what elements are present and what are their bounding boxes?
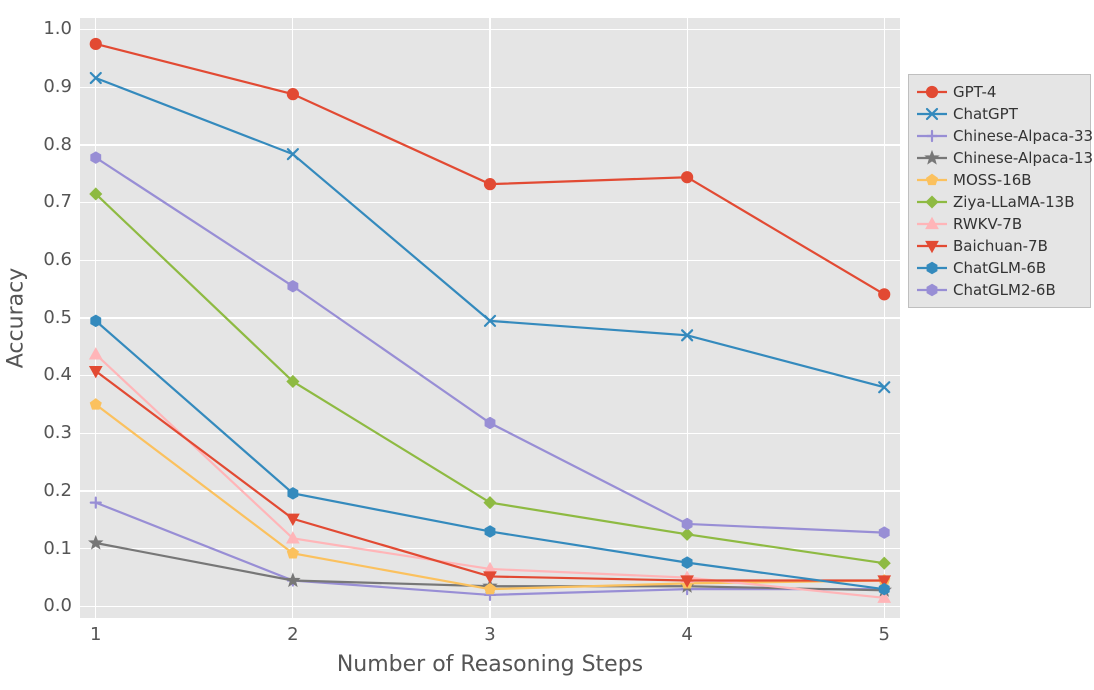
legend-label: ChatGLM2-6B: [953, 281, 1056, 299]
series-marker: [486, 526, 495, 536]
series-marker: [486, 418, 495, 428]
series-marker: [288, 576, 298, 585]
legend-label: ChatGLM-6B: [953, 259, 1046, 277]
legend-entry: ChatGPT: [917, 103, 1086, 125]
legend-swatch: [917, 191, 947, 213]
series-marker: [91, 153, 100, 163]
legend-swatch: [917, 81, 947, 103]
legend-label: RWKV-7B: [953, 215, 1022, 233]
series-line: [96, 158, 884, 533]
x-tick-label: 5: [864, 624, 904, 645]
legend-swatch: [917, 257, 947, 279]
series-marker: [91, 538, 101, 547]
legend-swatch: [917, 213, 947, 235]
legend-label: ChatGPT: [953, 105, 1018, 123]
series-marker: [682, 172, 692, 182]
series-marker: [485, 179, 495, 189]
legend-entry: MOSS-16B: [917, 169, 1086, 191]
legend-label: Baichuan-7B: [953, 237, 1048, 255]
y-tick-label: 0.8: [43, 134, 72, 155]
series-marker: [880, 528, 889, 538]
y-tick-label: 0.1: [43, 538, 72, 559]
legend-entry: GPT-4: [917, 81, 1086, 103]
series-marker: [91, 349, 101, 358]
series-marker: [91, 73, 101, 83]
series-marker: [289, 488, 298, 498]
series-marker: [288, 515, 298, 524]
y-tick-label: 0.0: [43, 595, 72, 616]
series-marker: [288, 149, 298, 159]
legend-label: MOSS-16B: [953, 171, 1032, 189]
legend-entry: Chinese-Alpaca-33B: [917, 125, 1086, 147]
series-line: [96, 354, 884, 597]
y-tick-label: 0.2: [43, 480, 72, 501]
series-marker: [91, 400, 101, 409]
x-tick-label: 3: [470, 624, 510, 645]
y-tick-label: 0.4: [43, 364, 72, 385]
legend-swatch: [917, 125, 947, 147]
series-line: [96, 44, 884, 294]
legend-swatch: [917, 235, 947, 257]
y-tick-label: 0.7: [43, 191, 72, 212]
series-line: [96, 78, 884, 387]
series-marker: [91, 316, 100, 326]
x-tick-label: 1: [76, 624, 116, 645]
series-marker: [289, 281, 298, 291]
series-marker: [288, 548, 298, 557]
legend-entry: Baichuan-7B: [917, 235, 1086, 257]
legend-label: Chinese-Alpaca-33B: [953, 127, 1094, 145]
y-tick-label: 0.6: [43, 249, 72, 270]
y-tick-label: 1.0: [43, 18, 72, 39]
y-tick-label: 0.3: [43, 422, 72, 443]
legend-swatch: [917, 279, 947, 301]
series-marker: [485, 584, 495, 593]
legend-entry: Ziya-LLaMA-13B: [917, 191, 1086, 213]
series-marker: [683, 558, 692, 568]
legend-entry: ChatGLM-6B: [917, 257, 1086, 279]
legend-entry: RWKV-7B: [917, 213, 1086, 235]
legend-swatch: [917, 169, 947, 191]
legend-swatch: [917, 103, 947, 125]
legend-label: Chinese-Alpaca-13B: [953, 149, 1094, 167]
y-axis-label: Accuracy: [4, 268, 29, 368]
legend-label: Ziya-LLaMA-13B: [953, 193, 1075, 211]
series-marker: [879, 289, 889, 299]
series-marker: [682, 529, 692, 539]
legend-entry: Chinese-Alpaca-13B: [917, 147, 1086, 169]
y-tick-label: 0.9: [43, 76, 72, 97]
series-marker: [91, 498, 101, 508]
x-tick-label: 4: [667, 624, 707, 645]
series-marker: [683, 519, 692, 529]
chart-root: 1 2 3 4 5 0.0 0.1 0.2 0.3 0.4 0.5 0.6 0.7 0.8 0.9 1.0 Nu…: [0, 0, 1094, 690]
y-tick-label: 0.5: [43, 307, 72, 328]
legend: GPT-4ChatGPTChinese-Alpaca-33BChinese-Al…: [908, 74, 1091, 308]
series-marker: [485, 572, 495, 581]
x-tick-label: 2: [273, 624, 313, 645]
series-marker: [91, 39, 101, 49]
legend-entry: ChatGLM2-6B: [917, 279, 1086, 301]
x-axis-label: Number of Reasoning Steps: [80, 652, 900, 677]
legend-swatch: [917, 147, 947, 169]
series-marker: [485, 498, 495, 508]
series-marker: [288, 89, 298, 99]
series-marker: [879, 558, 889, 568]
series-marker: [880, 584, 889, 594]
legend-label: GPT-4: [953, 83, 996, 101]
